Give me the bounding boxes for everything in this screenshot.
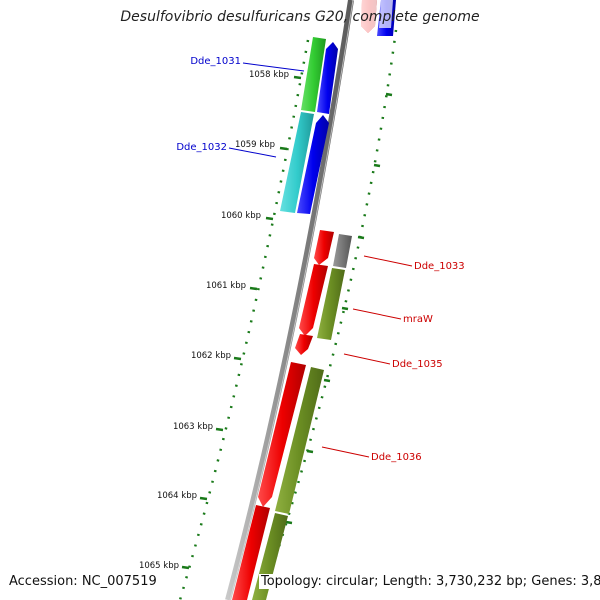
tick-label: 1061 kbp	[206, 281, 246, 291]
dotted-track-outer	[260, 29, 398, 600]
gene-labels: Dde_1031 Dde_1032 Dde_1033 mraW Dde_1035…	[176, 56, 464, 463]
cog-bar-dde-1032	[280, 112, 314, 213]
tick-label: 1064 kbp	[157, 491, 197, 501]
gene-label-dde-1033[interactable]: Dde_1033	[414, 261, 465, 272]
cds-arrow-dde-1032	[297, 115, 329, 214]
tick-label: 1065 kbp	[139, 561, 179, 571]
map-title: Desulfovibrio desulfuricans G20, complet…	[120, 9, 480, 25]
inner-track-ticks	[181, 75, 302, 570]
cog-bar-mraw	[317, 268, 345, 340]
leader-lines	[228, 62, 413, 458]
cds-arrow-dde-1035	[295, 334, 313, 355]
tick-label: 1062 kbp	[191, 351, 231, 361]
cog-bar-dde-1031	[301, 37, 326, 112]
gene-label-dde-1035[interactable]: Dde_1035	[392, 359, 443, 370]
cds-arrow-dde-1036	[258, 362, 306, 507]
genome-backbone	[225, 0, 354, 600]
cog-bar-dde-1033	[333, 234, 352, 268]
gene-label-dde-1036[interactable]: Dde_1036	[371, 452, 422, 463]
cds-arrow-mraw	[299, 264, 328, 336]
tick-label: 1058 kbp	[249, 70, 289, 80]
gene-label-dde-1032[interactable]: Dde_1032	[176, 142, 227, 153]
cds-arrow-dde-1031	[317, 42, 338, 114]
gene-arrow-faded-top	[361, 0, 377, 33]
accession-text: Accession: NC_007519	[7, 574, 159, 589]
gene-label-dde-1031[interactable]: Dde_1031	[190, 56, 241, 67]
cog-bar-dde-1036	[275, 367, 324, 514]
cds-arrow-next	[232, 505, 270, 600]
gene-label-mraw[interactable]: mraW	[403, 314, 433, 325]
tick-label: 1060 kbp	[221, 211, 261, 221]
outer-track-ticks	[285, 92, 393, 525]
tick-labels: 1058 kbp 1059 kbp 1060 kbp 1061 kbp 1062…	[139, 70, 289, 571]
dotted-track-inner	[178, 39, 310, 600]
tick-label: 1063 kbp	[173, 422, 213, 432]
cds-arrow-dde-1033	[314, 230, 334, 265]
topology-text: Topology: circular; Length: 3,730,232 bp…	[259, 574, 600, 589]
tick-label: 1059 kbp	[235, 140, 275, 150]
